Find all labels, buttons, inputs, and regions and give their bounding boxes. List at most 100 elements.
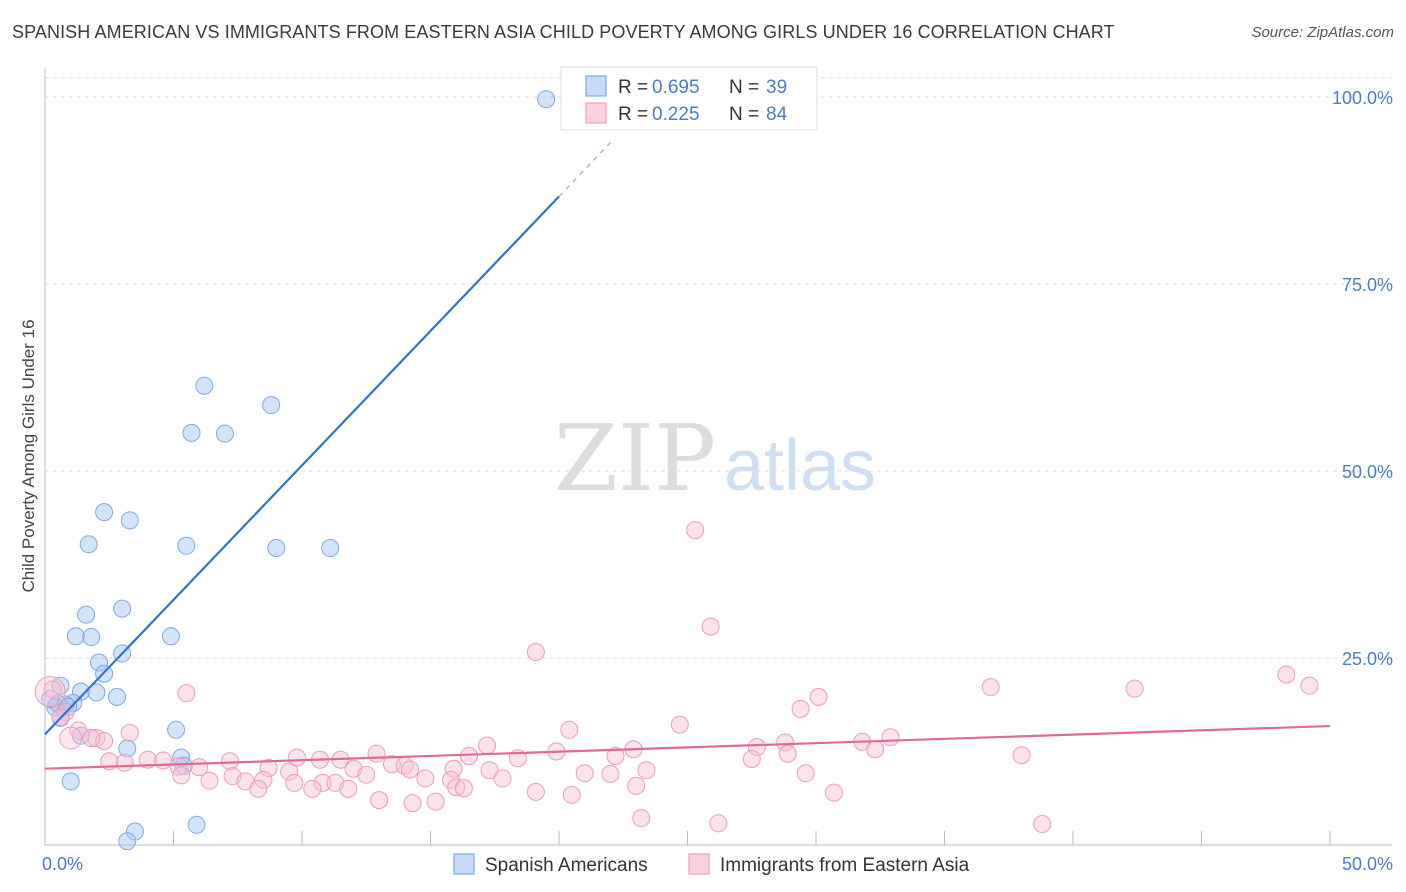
correlation-legend: R = 0.695 N = 39 R = 0.225 N = 84 bbox=[560, 66, 818, 131]
legend-n-value-spanish: 39 bbox=[766, 77, 787, 98]
bottom-legend-label-eastasia: Immigrants from Eastern Asia bbox=[720, 855, 970, 876]
eastasia-point-14 bbox=[560, 720, 579, 739]
spanish-point-12 bbox=[77, 605, 96, 624]
eastasia-point-6 bbox=[1125, 679, 1144, 698]
spanish-point-6 bbox=[120, 511, 139, 530]
chart-title: SPANISH AMERICAN VS IMMIGRANTS FROM EAST… bbox=[12, 22, 1115, 42]
spanish-point-10 bbox=[321, 539, 340, 558]
spanish-trend-line bbox=[44, 195, 560, 736]
spanish-point-13 bbox=[66, 627, 85, 646]
eastasia-point-21 bbox=[82, 729, 101, 748]
eastasia-point-79 bbox=[426, 792, 445, 811]
eastasia-point-61 bbox=[493, 769, 512, 788]
eastasia-point-51 bbox=[280, 762, 299, 781]
eastasia-point-52 bbox=[480, 761, 499, 780]
watermark-atlas: atlas bbox=[724, 426, 876, 506]
source-credit: Source: ZipAtlas.com bbox=[1251, 24, 1394, 41]
spanish-point-9 bbox=[267, 539, 286, 558]
eastasia-point-7 bbox=[43, 680, 62, 699]
legend-r-label-eastasia: R = bbox=[618, 104, 648, 125]
legend-swatch-spanish bbox=[585, 75, 607, 97]
eastasia-point-8 bbox=[177, 684, 196, 703]
eastasia-point-53 bbox=[637, 761, 656, 780]
y-tick-labels: 25.0% 50.0% 75.0% 100.0% bbox=[1332, 88, 1393, 669]
eastasia-point-38 bbox=[154, 751, 173, 770]
x-tick-labels: 0.0% 50.0% bbox=[42, 854, 1393, 874]
eastasia-point-77 bbox=[824, 783, 843, 802]
eastasia-point-60 bbox=[416, 769, 435, 788]
eastasia-point-69 bbox=[447, 778, 466, 797]
eastasia-point-47 bbox=[382, 755, 401, 774]
eastasia-point-39 bbox=[115, 753, 134, 772]
eastasia-point-22 bbox=[478, 736, 497, 755]
eastasia-point-1 bbox=[701, 617, 720, 636]
spanish-point-14 bbox=[82, 628, 101, 647]
eastasia-point-75 bbox=[526, 782, 545, 801]
eastasia-point-66 bbox=[285, 773, 304, 792]
eastasia-point-64 bbox=[200, 771, 219, 790]
eastasia-point-58 bbox=[357, 765, 376, 784]
y-axis-label: Child Poverty Among Girls Under 16 bbox=[19, 319, 38, 592]
eastasia-point-74 bbox=[627, 776, 646, 795]
eastasia-point-49 bbox=[400, 760, 419, 779]
legend-n-label-eastasia: N = bbox=[729, 104, 759, 125]
eastasia-point-81 bbox=[632, 809, 651, 828]
spanish-point-8 bbox=[177, 536, 196, 555]
watermark-zip: ZIP bbox=[554, 405, 716, 512]
eastasia-point-37 bbox=[221, 752, 240, 771]
eastasia-point-42 bbox=[742, 749, 761, 768]
gridlines bbox=[45, 77, 1392, 659]
eastasia-point-82 bbox=[709, 814, 728, 833]
spanish-point-30 bbox=[118, 739, 137, 758]
y-tick-label-50: 50.0% bbox=[1342, 462, 1393, 482]
eastasia-point-83 bbox=[1033, 815, 1052, 834]
eastasia-point-41 bbox=[1012, 746, 1031, 765]
eastasia-point-55 bbox=[796, 764, 815, 783]
eastasia-point-3 bbox=[1277, 665, 1296, 684]
eastasia-point-57 bbox=[172, 766, 191, 785]
eastasia-point-29 bbox=[778, 744, 797, 763]
eastasia-cluster-point-2 bbox=[59, 726, 83, 750]
spanish-point-0 bbox=[537, 90, 556, 109]
x-tick-label-50: 50.0% bbox=[1342, 854, 1393, 874]
spanish-point-7 bbox=[79, 535, 98, 554]
eastasia-point-25 bbox=[866, 740, 885, 759]
spanish-point-5 bbox=[95, 503, 114, 522]
spanish-point-3 bbox=[182, 423, 201, 442]
spanish-point-33 bbox=[61, 772, 80, 791]
eastasia-point-23 bbox=[747, 738, 766, 757]
legend-r-label-spanish: R = bbox=[618, 77, 648, 98]
series-legend: Spanish Americans Immigrants from Easter… bbox=[453, 853, 970, 876]
eastasia-point-4 bbox=[1300, 676, 1319, 695]
eastasia-point-63 bbox=[254, 770, 273, 789]
eastasia-point-76 bbox=[562, 785, 581, 804]
eastasia-trend-line bbox=[44, 724, 1331, 770]
eastasia-point-34 bbox=[606, 746, 625, 765]
eastasia-point-0 bbox=[686, 521, 705, 540]
eastasia-point-16 bbox=[881, 728, 900, 747]
legend-n-label-spanish: N = bbox=[729, 77, 759, 98]
eastasia-point-56 bbox=[601, 764, 620, 783]
eastasia-point-70 bbox=[454, 779, 473, 798]
bottom-legend-label-spanish: Spanish Americans bbox=[485, 855, 648, 876]
trend-lines bbox=[44, 142, 1331, 770]
spanish-point-1 bbox=[195, 376, 214, 395]
x-tick-label-0: 0.0% bbox=[42, 854, 83, 874]
y-tick-label-75: 75.0% bbox=[1342, 275, 1393, 295]
eastasia-point-71 bbox=[249, 779, 268, 798]
eastasia-point-78 bbox=[370, 791, 389, 810]
spanish-point-11 bbox=[113, 599, 132, 618]
axes bbox=[44, 68, 1392, 846]
eastasia-cluster-point bbox=[34, 676, 66, 708]
eastasia-point-15 bbox=[670, 715, 689, 734]
bottom-legend-swatch-eastasia bbox=[688, 853, 710, 875]
eastasia-point-27 bbox=[367, 744, 386, 763]
spanish-point-34 bbox=[125, 822, 144, 841]
eastasia-point-45 bbox=[259, 758, 278, 777]
spanish-trend-extension bbox=[558, 142, 611, 197]
eastasia-point-2 bbox=[526, 643, 545, 662]
spanish-point-15 bbox=[161, 627, 180, 646]
eastasia-point-80 bbox=[403, 794, 422, 813]
eastasia-point-24 bbox=[776, 733, 795, 752]
legend-swatch-eastasia bbox=[585, 102, 607, 124]
